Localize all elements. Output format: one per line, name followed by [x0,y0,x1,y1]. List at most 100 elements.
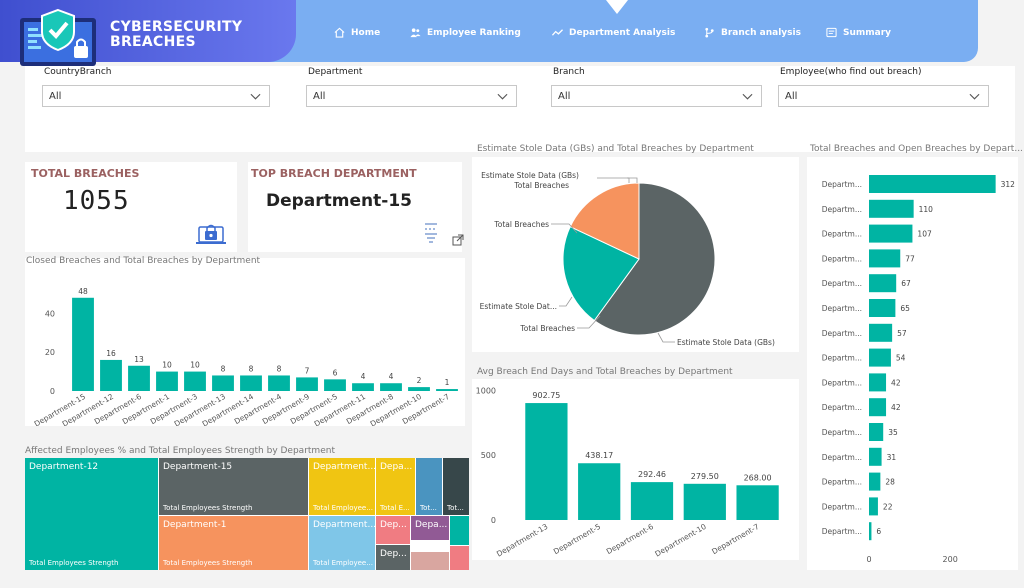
treemap-tile[interactable] [450,516,469,545]
brand-line-2: BREACHES [110,34,196,50]
bar [869,398,887,417]
y-tick-label: Departm... [822,403,862,412]
y-tick-label: Departm... [822,205,862,214]
treemap-tile-name: Department-15 [163,462,233,472]
bar [869,199,914,218]
treemap-tile[interactable]: Tot... [443,458,469,515]
filter-branch-dropdown[interactable]: All [551,85,762,107]
treemap-tile-name: Department... [313,520,375,530]
y-tick-label: Departm... [822,279,862,288]
kpi-top-department-title: TOP BREACH DEPARTMENT [251,167,417,180]
bar [869,373,887,392]
treemap-tile[interactable]: Depa... [411,516,449,540]
treemap-tile[interactable]: Dep... [376,545,410,570]
data-label: 16 [106,349,116,358]
treemap-tile[interactable]: Tot... [416,458,442,515]
focus-mode-icon[interactable] [452,234,464,246]
kpi-total-breaches-value: 1055 [63,186,130,216]
treemap-tile-name: Depa... [415,520,448,530]
avg-breach-chart-panel: 0 500 1000 902.75 Department-13 438.17 Departm… [472,379,799,560]
treemap-tile[interactable]: Department-12 Total Employees Strength [25,458,158,570]
filter-branch-label: Branch [553,67,585,77]
treemap-tile-measure: Total E... [380,504,410,512]
y-tick-label: Departm... [822,453,862,462]
brand-line-1: CYBERSECURITY [110,19,243,35]
data-label: 67 [901,279,911,288]
treemap-tile[interactable]: Depa... Total E... [376,458,415,515]
bar [736,485,779,520]
filter-countrybranch-value: All [49,91,62,102]
nav-branch-analysis[interactable]: Branch analysis [704,27,801,38]
treemap-tile-name: Dep... [380,520,407,530]
x-tick-label: Department-6 [605,522,655,556]
nav-department-analysis[interactable]: Department Analysis [552,27,675,38]
treemap-tile[interactable]: Department... Total Employee... [309,458,375,515]
x-tick-label: Department-13 [495,522,550,559]
treemap-tile[interactable] [450,546,469,570]
avg-breach-end-days-chart: 0 500 1000 902.75 Department-13 438.17 Departm… [476,386,779,559]
data-label: 10 [162,361,172,370]
data-label: 438.17 [585,451,613,460]
trend-icon [552,29,563,36]
laptop-lock-icon [196,224,226,244]
bar [578,463,621,520]
summary-icon [826,27,837,38]
home-icon [334,27,345,38]
data-label: 42 [891,378,901,387]
nav-employee-ranking-label: Employee Ranking [427,27,521,38]
filter-department-dropdown[interactable]: All [306,85,517,107]
data-label: 54 [896,354,906,363]
treemap-tile-measure: Total Employee... [313,559,373,567]
bar [869,249,901,268]
nav-summary[interactable]: Summary [826,27,891,38]
data-label: 312 [1001,180,1016,189]
bar [869,224,913,243]
y-tick-label: Departm... [822,527,862,536]
nav-employee-ranking[interactable]: Employee Ranking [410,27,521,38]
bar [212,375,234,391]
bar [869,447,882,466]
treemap-tile[interactable]: Department-15 Total Employees Strength [159,458,308,515]
kpi-total-breaches-card: TOTAL BREACHES 1055 [25,162,237,252]
callout-label: Total Breaches [513,181,569,190]
bar [869,299,896,317]
data-label: 107 [917,230,932,239]
bar [869,348,891,367]
chevron-down-icon [497,93,508,100]
data-label: 268.00 [744,473,772,482]
callout-label: Estimate Stole Data (GBs) [677,338,775,347]
treemap-tile[interactable]: Department... Total Employee... [309,516,375,570]
bar [869,175,996,193]
treemap-tile[interactable]: Department-1 Total Employees Strength [159,516,308,570]
bar [683,483,726,520]
data-label: 57 [897,329,907,338]
treemap-tile[interactable]: Dep... [376,516,410,544]
data-label: 8 [249,364,254,373]
y-tick-label: Departm... [822,304,862,313]
filter-countrybranch-dropdown[interactable]: All [42,85,270,107]
treemap-tile[interactable] [411,552,449,570]
treemap-title: Affected Employees % and Total Employees… [25,446,335,456]
data-label: 7 [305,366,310,375]
bar [296,377,318,391]
filter-icon[interactable] [424,222,438,248]
chevron-down-icon [742,93,753,100]
treemap-tile-measure: Total Employee... [313,504,373,512]
pie-slice [593,182,716,336]
bar [72,297,94,391]
treemap-tile-name: Department-12 [29,462,99,472]
bar [184,371,206,391]
data-label: 65 [900,304,910,313]
y-tick-label: Departm... [822,428,862,437]
data-label: 4 [389,372,394,381]
treemap-tile-measure: Total Employees Strength [163,504,253,512]
open-breaches-chart-title: Total Breaches and Open Breaches by Depa… [810,144,1023,154]
callout-leader-line [657,332,675,343]
data-label: 8 [221,364,226,373]
filter-employee-dropdown[interactable]: All [778,85,989,107]
x-tick-label: Department-7 [710,522,760,556]
nav-home[interactable]: Home [334,27,380,38]
callout-label: Total Breaches [493,220,549,229]
bar [630,482,674,520]
